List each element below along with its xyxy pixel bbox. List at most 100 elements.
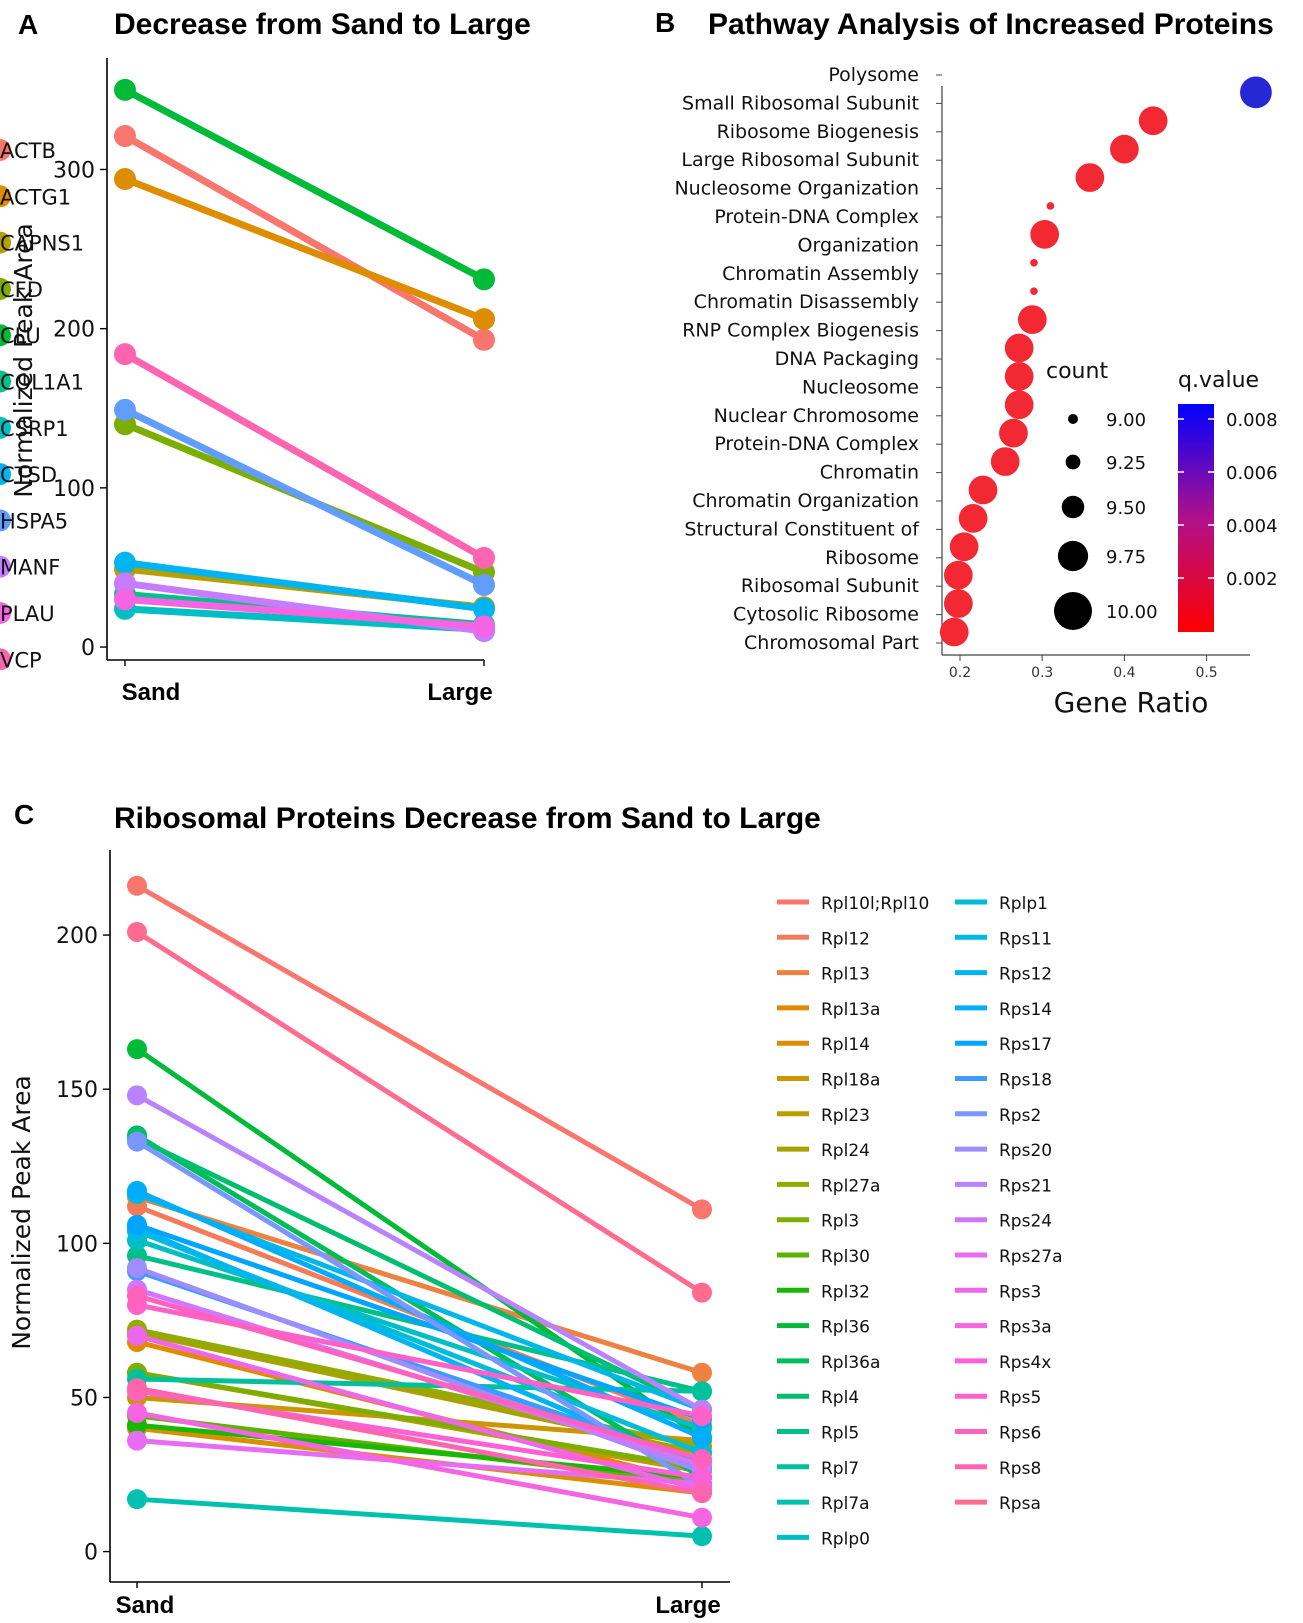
term-label: Cytosolic Ribosome xyxy=(733,604,919,626)
series-line-rps3a xyxy=(134,1410,705,1521)
y-tick-label: 50 xyxy=(70,1386,98,1411)
series-line-rpsa xyxy=(134,929,705,1296)
panel-b-title: Pathway Analysis of Increased Proteins xyxy=(708,8,1274,41)
legend-item-col1a1: COL1A1 xyxy=(0,371,84,395)
series-line-rpl36a xyxy=(134,1132,705,1481)
size-legend-point xyxy=(1065,454,1081,470)
data-point-rps8-large xyxy=(692,1483,712,1504)
legend-item-rps21: Rps21 xyxy=(955,1176,1052,1196)
legend-key-point xyxy=(0,277,11,300)
data-point-rps4x-large xyxy=(692,1467,712,1488)
legend-label: MANF xyxy=(0,556,60,580)
term-label: Nucleosome Organization xyxy=(674,178,919,200)
legend-key-point xyxy=(0,509,11,532)
legend-label: Rpl14 xyxy=(821,1035,870,1055)
legend-item-vcp: VCP xyxy=(0,648,42,672)
legend-label: Rpl32 xyxy=(821,1282,870,1302)
data-point-rpl10l-rpl10-sand xyxy=(127,875,147,896)
legend-label: Rps2 xyxy=(999,1106,1041,1126)
legend-item-rps4x: Rps4x xyxy=(955,1353,1051,1373)
legend-item-rpl27a: Rpl27a xyxy=(777,1176,880,1196)
data-point-14 xyxy=(968,475,998,505)
data-point-rps21-sand xyxy=(127,1085,147,1106)
series-line-rpl13 xyxy=(134,1194,705,1376)
size-legend-label: 9.25 xyxy=(1106,453,1146,474)
size-legend-point xyxy=(1061,495,1085,519)
legend-label: Rps4x xyxy=(999,1353,1051,1373)
legend-item-rplp0: Rplp0 xyxy=(777,1529,870,1549)
data-point-3 xyxy=(1075,163,1105,192)
data-point-5 xyxy=(1030,220,1060,249)
data-point-17 xyxy=(944,560,973,590)
data-point-rps6-large xyxy=(692,1449,712,1470)
legend-item-rps17: Rps17 xyxy=(955,1035,1052,1055)
legend-key-point xyxy=(0,416,11,439)
color-legend-label: 0.002 xyxy=(1226,569,1278,590)
data-point-hspa5-sand xyxy=(114,398,136,421)
data-point-rpsa-sand xyxy=(127,921,147,942)
data-point-rpl13-large xyxy=(692,1362,712,1383)
legend-key-point xyxy=(0,231,11,254)
series-rpl10l-rpl10 xyxy=(127,875,712,1220)
legend-label: COL1A1 xyxy=(0,371,84,395)
legend-item-rplp1: Rplp1 xyxy=(955,894,1048,914)
legend-item-rpl7a: Rpl7a xyxy=(777,1494,870,1514)
series-line-rpl3 xyxy=(134,1370,705,1471)
size-legend-label: 9.00 xyxy=(1106,410,1146,431)
legend-item-rpl10l-rpl10: Rpl10l;Rpl10 xyxy=(777,894,929,914)
legend-label: Rps18 xyxy=(999,1071,1052,1091)
legend-item-rps12: Rps12 xyxy=(955,965,1052,985)
series-rpl13 xyxy=(127,1187,712,1383)
legend-label: CLU xyxy=(0,324,41,348)
term-label: Nuclear Chromosome xyxy=(714,405,919,427)
data-point-actb-large xyxy=(473,328,495,351)
series-vcp xyxy=(114,343,495,569)
term-label: DNA Packaging xyxy=(775,348,919,370)
series-line-ctsd xyxy=(121,559,488,613)
legend-label: Rpl36a xyxy=(821,1353,880,1373)
term-label: Polysome xyxy=(828,64,919,86)
legend-item-actb: ACTB xyxy=(0,139,56,163)
term-label: Chromatin Organization xyxy=(692,490,919,512)
y-tick-label: 200 xyxy=(53,318,95,343)
size-legend-label: 9.75 xyxy=(1106,547,1146,568)
series-ctsd xyxy=(114,551,495,620)
data-point-actg1-large xyxy=(473,308,495,331)
data-point-ctsd-large xyxy=(473,597,495,620)
legend-label: Rps21 xyxy=(999,1176,1052,1196)
legend-label: Rpl24 xyxy=(821,1141,870,1161)
series-line-actg1 xyxy=(121,175,488,323)
data-point-rps14-sand xyxy=(127,1180,147,1201)
legend-item-rps24: Rps24 xyxy=(955,1212,1052,1232)
size-legend-label: 9.50 xyxy=(1106,498,1146,519)
y-tick-label: 0 xyxy=(84,1541,98,1566)
panel-c-letter: C xyxy=(14,799,34,830)
series-line-rpl32 xyxy=(134,1422,705,1481)
legend-label: Rps3 xyxy=(999,1282,1041,1302)
legend-label: CAPNS1 xyxy=(0,232,84,256)
legend-item-capns1: CAPNS1 xyxy=(0,232,84,256)
chart-b: Polysome Small Ribosomal Subunit Ribosome … xyxy=(674,64,1277,719)
chart-c: 0 50 100 150 200 Sand Large Normalized Peak Are… xyxy=(7,850,1063,1619)
legend-item-actg1: ACTG1 xyxy=(0,185,71,209)
color-legend-label: 0.008 xyxy=(1226,410,1278,431)
series-line-rps17 xyxy=(134,1222,705,1422)
legend-item-cfd: CFD xyxy=(0,278,43,302)
data-point-rps8-sand xyxy=(127,1378,147,1399)
legend-label: CTSD xyxy=(0,463,57,487)
data-point-rps17-sand xyxy=(127,1214,147,1235)
legend-label: CFD xyxy=(0,278,43,302)
legend-item-plau: PLAU xyxy=(0,602,55,626)
panel-a-letter: A xyxy=(18,9,38,40)
data-point-manf-sand xyxy=(114,572,136,595)
data-point-19 xyxy=(939,617,969,647)
x-tick-label: 0.5 xyxy=(1195,665,1217,681)
data-point-rpl7-large xyxy=(692,1381,712,1402)
data-point-vcp-sand xyxy=(114,343,136,366)
data-point-rps3a-sand xyxy=(127,1402,147,1423)
data-point-rps3-sand xyxy=(127,1325,147,1346)
legend-item-rpl23: Rpl23 xyxy=(777,1106,870,1126)
legend-item-rps3: Rps3 xyxy=(955,1282,1041,1302)
legend-label: CSRP1 xyxy=(0,417,69,441)
legend-item-rpl7: Rpl7 xyxy=(777,1459,859,1479)
